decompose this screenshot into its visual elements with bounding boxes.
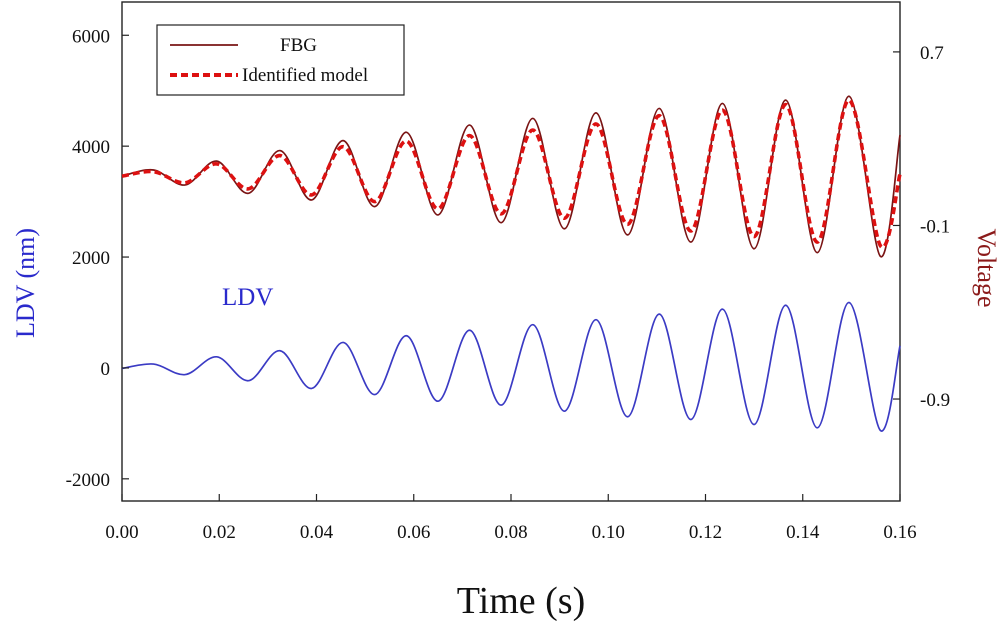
y-left-tick-label: -2000	[66, 470, 110, 491]
y-left-tick-label: 2000	[72, 248, 110, 269]
legend: FBG Identified model	[156, 24, 405, 96]
series-line-fbg	[121, 95, 901, 258]
y-axis-left-label: LDV (nm)	[11, 228, 40, 338]
ldv-annotation: LDV	[222, 284, 273, 311]
x-tick-label: 0.08	[494, 522, 527, 543]
y-right-tick-label: 0.7	[920, 43, 944, 64]
y-left-tick-label: 0	[101, 359, 111, 380]
legend-label-fbg: FBG	[280, 35, 317, 56]
x-tick-label: 0.00	[105, 522, 138, 543]
legend-box	[156, 24, 405, 96]
x-tick-label: 0.16	[883, 522, 916, 543]
x-tick-label: 0.12	[689, 522, 722, 543]
x-tick-label: 0.14	[786, 522, 820, 543]
x-axis-label: Time (s)	[457, 580, 585, 622]
x-tick-label: 0.04	[300, 522, 334, 543]
y-left-tick-label: 4000	[72, 137, 110, 158]
series-line-ldv	[121, 301, 901, 432]
series-line-identified-model	[121, 98, 902, 250]
legend-label-identified-model: Identified model	[242, 65, 368, 86]
y-right-tick-label: -0.9	[920, 390, 950, 411]
y-axis-right-label: Voltage	[972, 229, 1000, 308]
x-tick-label: 0.10	[592, 522, 625, 543]
y-right-tick-label: -0.1	[920, 216, 950, 237]
y-left-tick-label: 6000	[72, 26, 110, 47]
x-tick-label: 0.06	[397, 522, 430, 543]
x-tick-label: 0.02	[203, 522, 236, 543]
